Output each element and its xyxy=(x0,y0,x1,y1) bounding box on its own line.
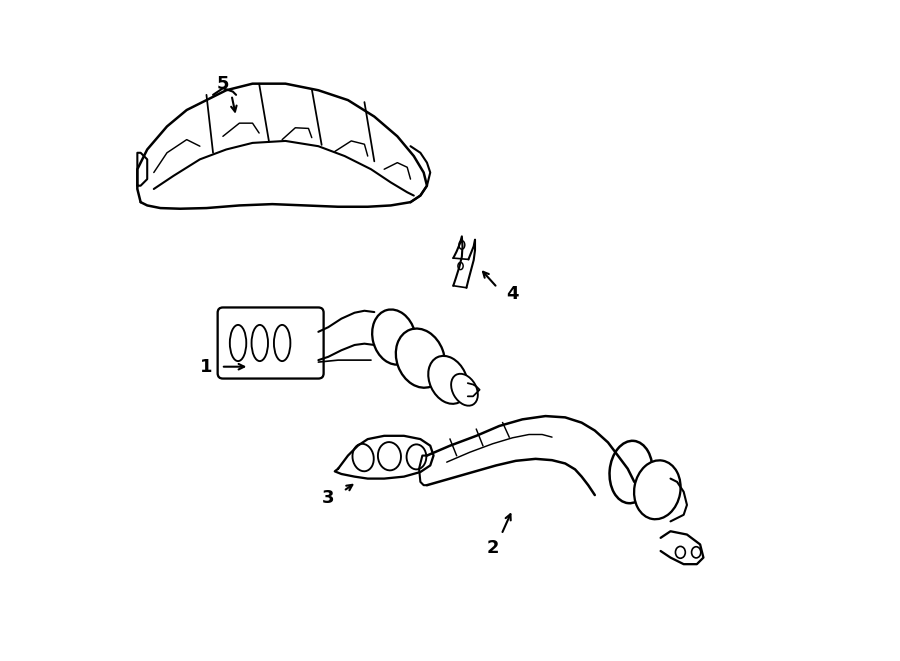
Ellipse shape xyxy=(373,309,416,365)
FancyBboxPatch shape xyxy=(218,307,324,379)
Ellipse shape xyxy=(407,444,427,469)
Ellipse shape xyxy=(451,373,478,406)
Ellipse shape xyxy=(634,460,680,520)
Text: 2: 2 xyxy=(487,539,499,557)
Ellipse shape xyxy=(378,442,401,471)
Ellipse shape xyxy=(230,325,247,361)
Ellipse shape xyxy=(459,241,464,249)
Ellipse shape xyxy=(396,329,445,388)
Ellipse shape xyxy=(353,444,374,471)
Ellipse shape xyxy=(691,547,701,558)
Ellipse shape xyxy=(428,356,468,404)
Ellipse shape xyxy=(609,441,652,503)
Text: 1: 1 xyxy=(200,358,212,375)
Ellipse shape xyxy=(675,547,685,559)
Ellipse shape xyxy=(274,325,291,361)
Text: 3: 3 xyxy=(322,489,335,508)
Ellipse shape xyxy=(251,325,268,361)
Ellipse shape xyxy=(458,262,464,270)
Text: 5: 5 xyxy=(217,75,230,93)
Text: 4: 4 xyxy=(507,286,518,303)
